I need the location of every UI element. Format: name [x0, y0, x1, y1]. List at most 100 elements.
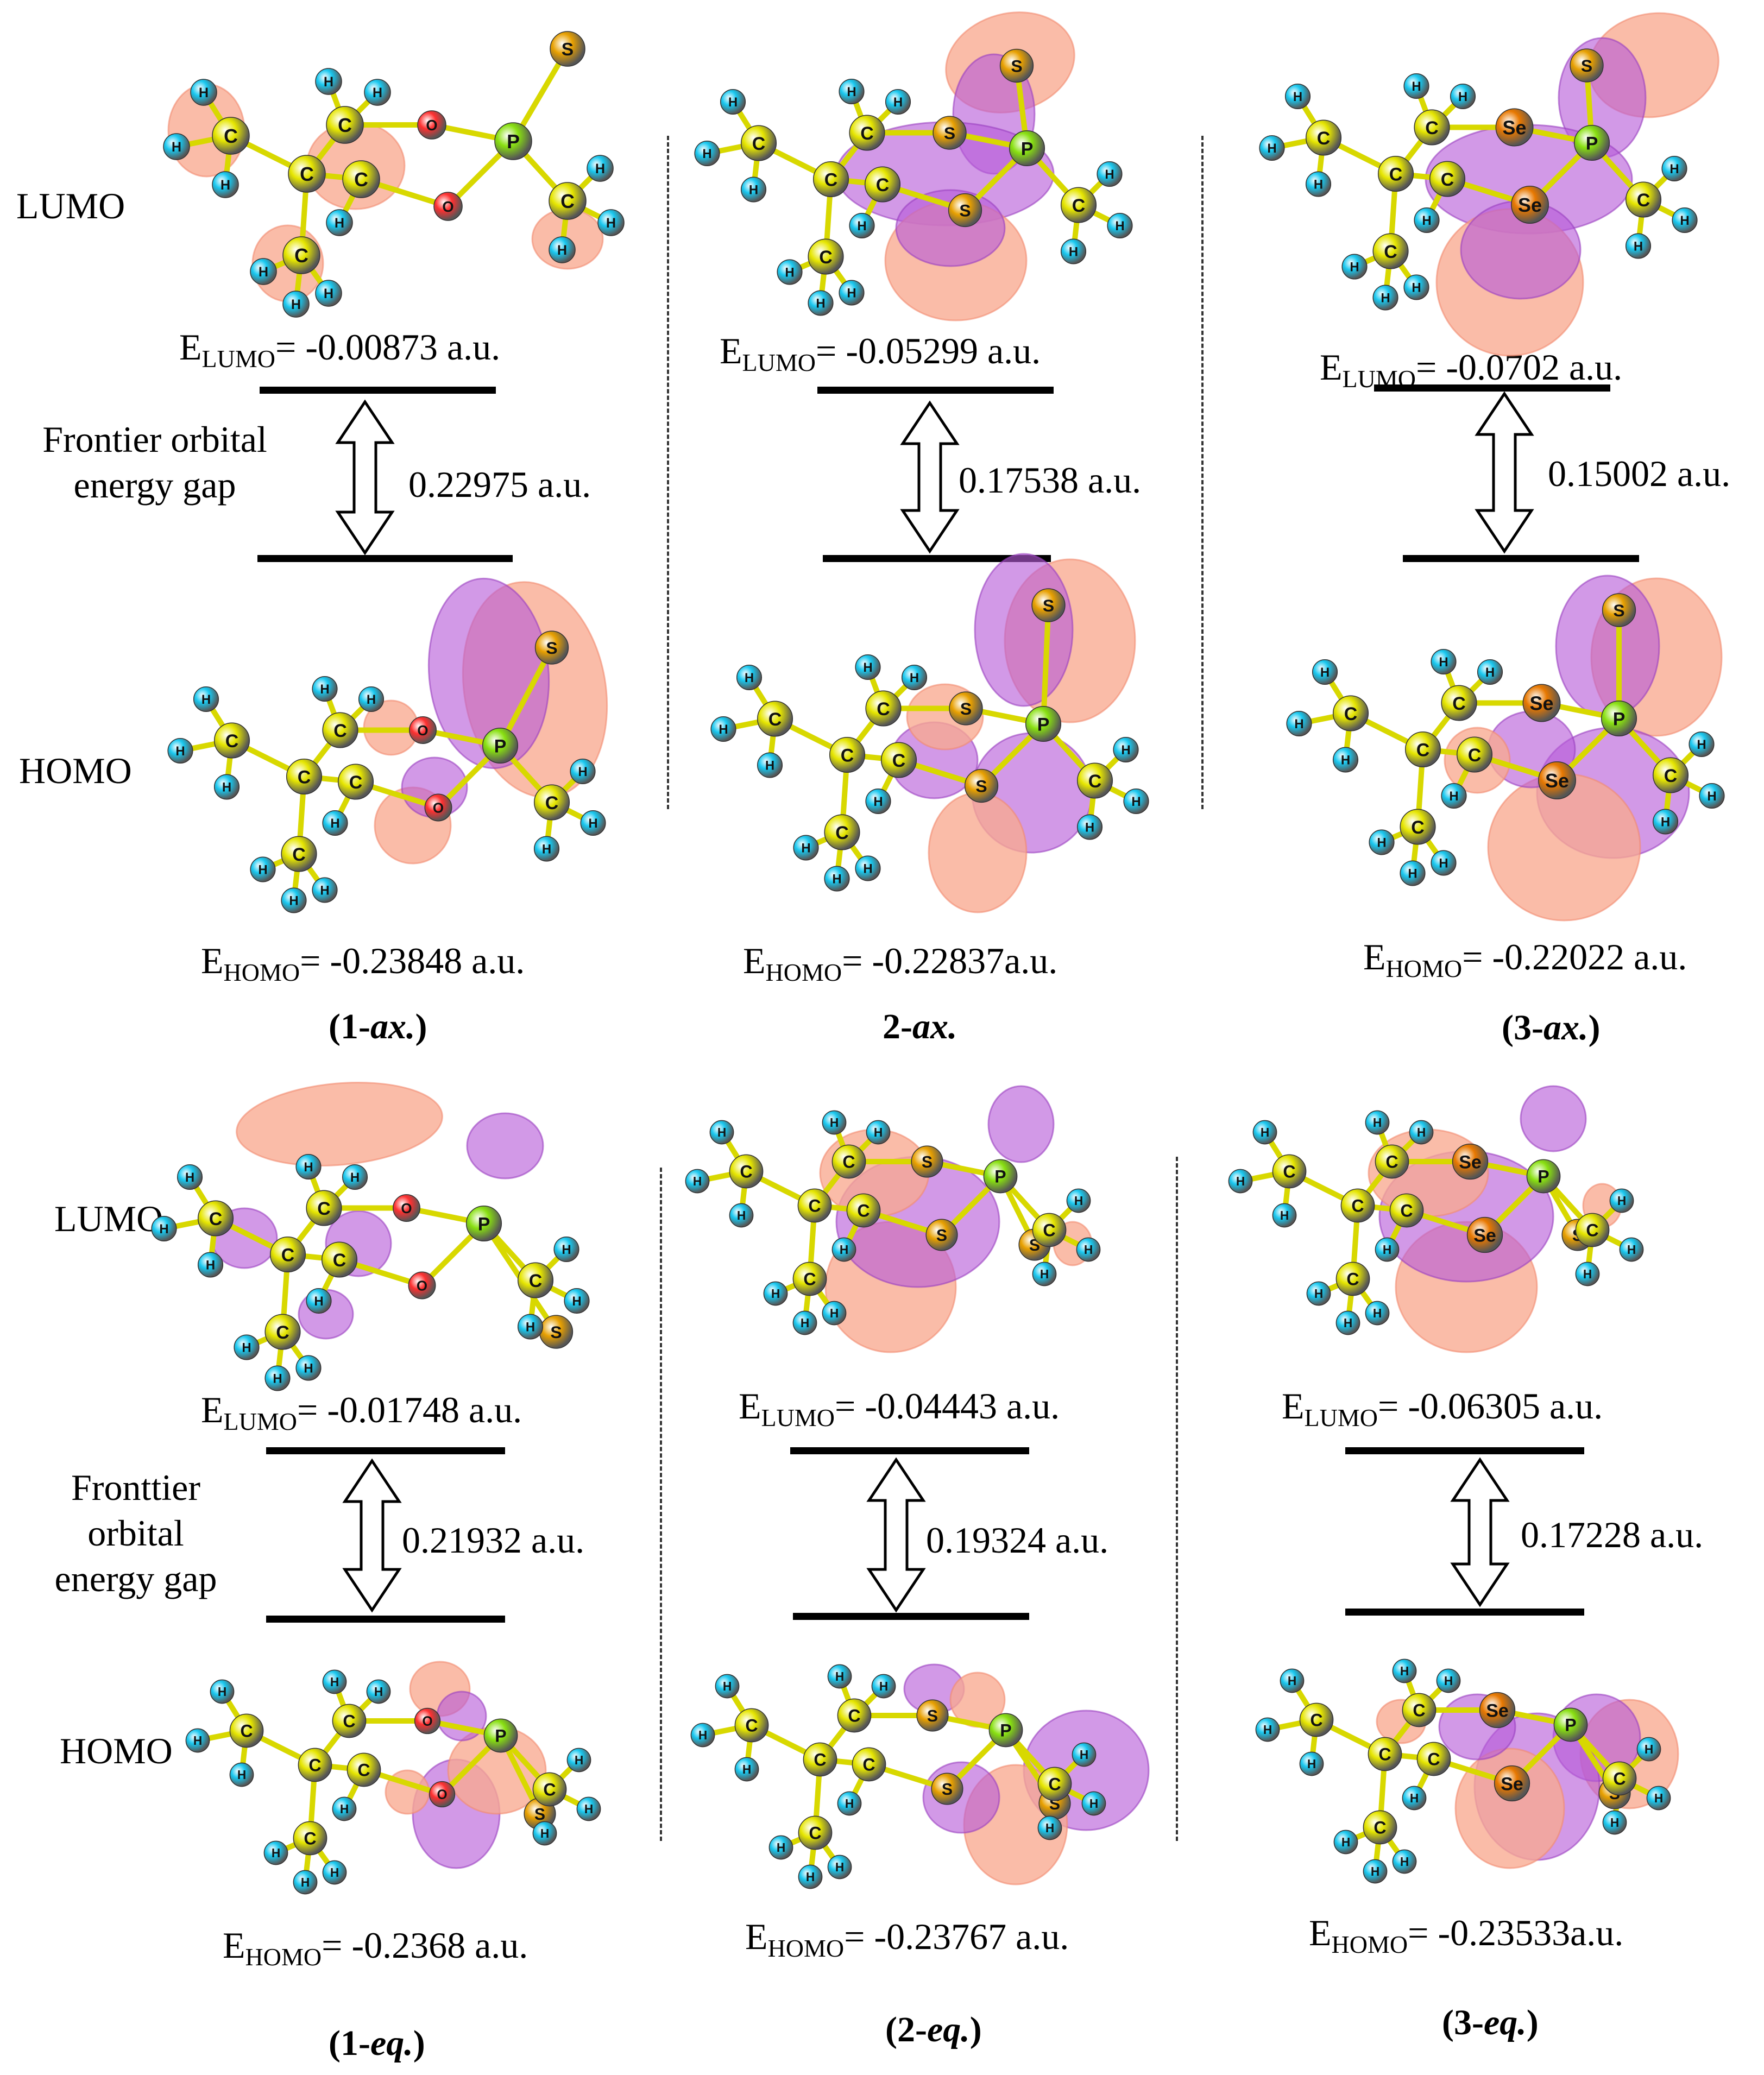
carbon-atom [298, 1748, 332, 1782]
title-part: ( [885, 2010, 897, 2049]
carbon-atom [229, 1713, 264, 1748]
gap-label-line: Frontier orbital [42, 419, 267, 460]
atom-label: C [1385, 1152, 1398, 1172]
energy-value: = -0.06305 a.u. [1378, 1385, 1603, 1427]
gap-double-arrow [1450, 1457, 1510, 1607]
carbon-atom [824, 814, 860, 850]
homo-level-bar [1403, 555, 1639, 562]
atom-label: H [314, 1294, 323, 1309]
atom-label: H [1288, 1674, 1296, 1688]
atom-label: H [330, 1675, 339, 1689]
atom-label: C [752, 134, 766, 154]
hydrogen-atom [234, 1334, 260, 1360]
hydrogen-atom [822, 1301, 847, 1326]
energy-symbol: E [1363, 936, 1386, 977]
hydrogen-atom [1365, 1301, 1390, 1326]
hydrogen-atom [1403, 73, 1429, 99]
hydrogen-atom [1037, 1815, 1062, 1840]
hydrogen-atom [715, 1674, 740, 1699]
energy-symbol: E [1282, 1385, 1305, 1427]
hydrogen-atom [1441, 783, 1467, 809]
carbon-atom [808, 238, 844, 275]
panel-separator [667, 136, 669, 809]
carbon-atom [321, 1241, 358, 1278]
selenium-atom [1511, 186, 1549, 224]
hydrogen-atom [1333, 1830, 1358, 1855]
atom-label: P [495, 1726, 506, 1746]
hydrogen-atom [587, 155, 614, 182]
selenium-atom [1479, 1692, 1516, 1729]
atom-label: C [225, 731, 239, 752]
atom-label: H [1444, 1674, 1453, 1688]
energy-symbol: E [1309, 1912, 1332, 1953]
hydrogen-atom [1123, 788, 1149, 815]
hydrogen-atom [1081, 1791, 1106, 1816]
atom-label: C [814, 1750, 826, 1770]
atom-label: H [1417, 1125, 1426, 1139]
atom-label: C [1416, 740, 1430, 760]
hydrogen-atom [710, 716, 736, 742]
hydrogen-atom [831, 1237, 856, 1262]
hydrogen-atom [865, 788, 891, 815]
gap-double-arrow [342, 1458, 402, 1613]
homo-energy-label: EHOMO= -0.23767 a.u. [745, 1918, 1069, 1961]
hydrogen-atom [824, 866, 850, 892]
atom-label: H [540, 1826, 549, 1840]
selenium-atom [1522, 684, 1561, 722]
carbon-atom [1368, 1737, 1402, 1771]
atom-label: H [1408, 867, 1417, 881]
title-part: eq. [1483, 2003, 1527, 2042]
oxygen-atom [414, 1707, 441, 1735]
homo-level-bar [257, 555, 513, 562]
title-part: ax. [912, 1007, 957, 1046]
atom-label: H [1412, 281, 1421, 295]
atom-label: H [595, 161, 605, 176]
hydrogen-atom [1228, 1169, 1253, 1194]
atom-label: H [542, 842, 551, 857]
hydrogen-atom [597, 209, 625, 236]
atom-label: S [927, 1707, 938, 1725]
atom-label: H [1410, 1791, 1419, 1805]
carbon-atom [1625, 181, 1662, 218]
gap-value: 0.15002 a.u. [1548, 453, 1731, 494]
hydrogen-atom [263, 1840, 288, 1865]
hydrogen-atom [1272, 1203, 1297, 1228]
lumo-level-bar [266, 1447, 505, 1454]
atom-label: C [809, 1824, 821, 1843]
atom-label: H [1670, 162, 1679, 176]
atom-label: H [830, 1115, 839, 1130]
lumo-level-bar [1374, 384, 1610, 392]
hydrogen-atom [740, 176, 767, 203]
hydrogen-atom [312, 676, 338, 702]
atom-label: H [1314, 1286, 1323, 1301]
atom-label: C [876, 175, 890, 195]
bond [1041, 602, 1051, 727]
atom-label: H [1263, 1723, 1272, 1737]
atom-label: C [1389, 164, 1403, 185]
panel-title: (3-ax.) [1502, 1010, 1600, 1046]
title-part: eq. [370, 2023, 413, 2063]
gap-value: 0.21932 a.u. [402, 1519, 585, 1561]
orbital-lobe-positive [236, 1081, 443, 1167]
atom-label: H [193, 1733, 202, 1748]
atom-label: H [719, 722, 728, 737]
hydrogen-atom [533, 836, 560, 862]
atom-label: H [857, 219, 866, 234]
atom-label: H [1634, 239, 1643, 254]
atom-label: H [1377, 836, 1386, 850]
title-part: eq. [927, 2010, 970, 2049]
orbital-lobe-negative [427, 577, 550, 770]
atom-label: C [1283, 1162, 1295, 1182]
atom-label: H [893, 95, 903, 110]
atom-label: C [240, 1721, 253, 1741]
homo-level-bar [823, 555, 1051, 562]
gap-label-line: Fronttier [71, 1467, 200, 1508]
atom-label: H [777, 1840, 785, 1855]
atom-label: H [304, 1361, 313, 1376]
carbon-atom [852, 1747, 886, 1782]
carbon-atom [1400, 809, 1436, 845]
carbon-atom [729, 1154, 764, 1189]
atom-label: H [304, 1160, 313, 1175]
atom-label: C [819, 247, 833, 268]
atom-label: C [745, 1716, 758, 1736]
